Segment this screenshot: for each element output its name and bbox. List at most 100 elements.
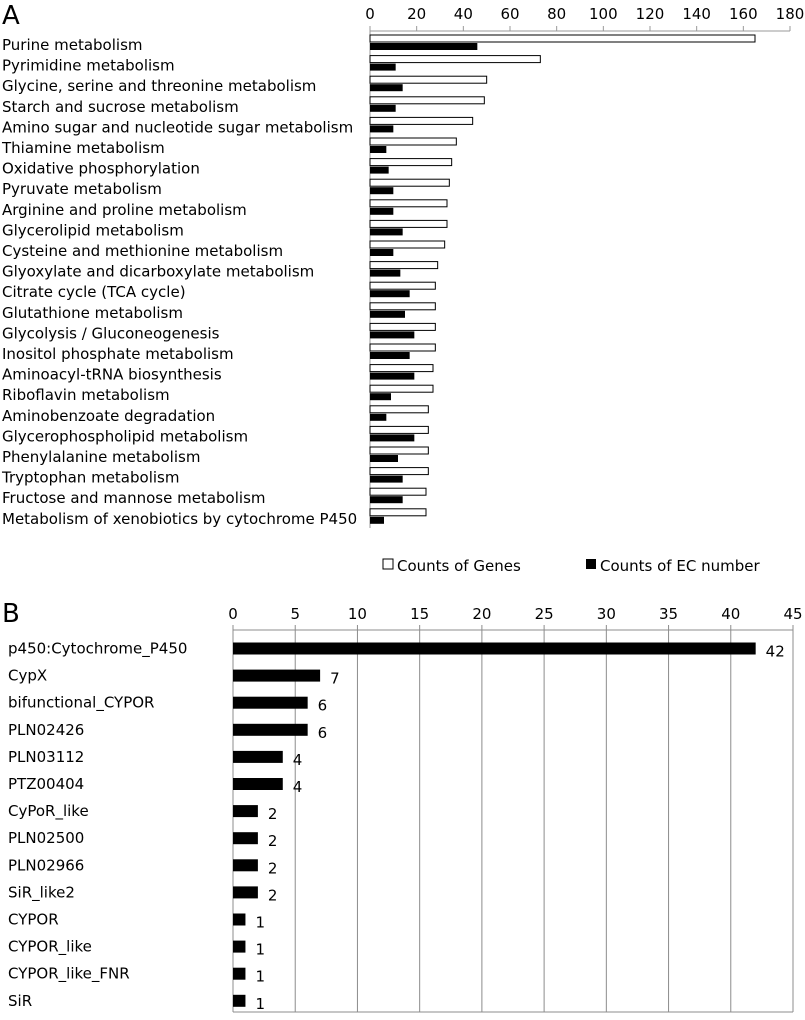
panel-b-tick-label: 5: [290, 605, 300, 623]
panel-a-bar-ec: [370, 496, 403, 504]
panel-b-data-label: 1: [255, 995, 265, 1013]
panel-b-data-label: 2: [268, 832, 278, 850]
panel-b-bar: [233, 778, 283, 790]
panel-a-tick-label: 180: [776, 5, 805, 23]
panel-a-bar-ec: [370, 43, 478, 50]
panel-a-bar-ec: [370, 352, 410, 359]
panel-b-bar: [233, 832, 258, 845]
panel-a-letter: A: [2, 1, 20, 31]
panel-a-bar-genes: [369, 75, 488, 84]
panel-b-bar: [233, 940, 246, 953]
panel-a-bar-ec: [370, 207, 394, 215]
panel-a-category-label: Cysteine and methionine metabolism: [2, 242, 283, 260]
panel-b-category-label: PLN02966: [8, 856, 84, 874]
panel-a-tick-label: 60: [500, 5, 519, 23]
panel-a-category-label: Glycerolipid metabolism: [2, 221, 184, 239]
panel-a-bar-genes: [369, 261, 439, 270]
panel-a-category-label: Glutathione metabolism: [2, 304, 183, 322]
panel-a-bar-genes: [369, 137, 457, 146]
panel-b-bar: [233, 696, 308, 709]
panel-b-bar: [233, 805, 258, 818]
panel-a-tick-label: 80: [547, 5, 566, 23]
panel-b-tick-label: 30: [597, 605, 616, 623]
panel-a-tick-label: 40: [454, 5, 473, 23]
panel-b-category-label: CYPOR: [8, 911, 59, 929]
panel-a-category-label: Tryptophan metabolism: [1, 469, 179, 487]
panel-a-bar-genes: [369, 425, 429, 434]
panel-b-data-label: 7: [330, 670, 340, 688]
panel-a-bar-ec: [370, 84, 403, 92]
panel-b-data-label: 1: [255, 914, 265, 932]
panel-a-bar-ec: [370, 166, 389, 174]
panel-b-letter: B: [2, 599, 20, 629]
panel-a-category-label: Fructose and mannose metabolism: [2, 489, 266, 507]
panel-a-category-label: Inositol phosphate metabolism: [2, 345, 234, 363]
panel-a-chart: 0 20 40 60 80 100 120 140 160 180 Purine metabolis…: [1, 5, 804, 528]
panel-b-category-label: CypX: [8, 667, 47, 685]
panel-b-data-label: 2: [268, 859, 278, 877]
panel-a-bar-genes: [369, 322, 436, 331]
panel-a-bar-ec: [370, 516, 384, 524]
panel-b-category-label: PLN03112: [8, 748, 84, 766]
panel-a-category-label: Purine metabolism: [2, 36, 143, 54]
panel-b-bar: [233, 750, 283, 763]
panel-a-bar-ec: [370, 455, 398, 462]
panel-a-bar-genes: [369, 302, 436, 311]
panel-a-bar-genes: [369, 240, 446, 249]
panel-a-bar-genes: [369, 446, 429, 455]
panel-b-category-label: p450:Cytochrome_P450: [8, 640, 187, 659]
panel-a-bar-genes: [369, 364, 434, 373]
panel-a-category-label: Glycerophospholipid metabolism: [2, 427, 248, 445]
panel-a-bar-ec: [370, 372, 415, 380]
panel-a-category-label: Oxidative phosphorylation: [2, 160, 200, 178]
panel-b-data-label: 42: [766, 643, 785, 661]
panel-a-category-label: Metabolism of xenobiotics by cytochrome …: [2, 510, 357, 528]
panel-b-data-label: 1: [255, 968, 265, 986]
panel-a-bar-ec: [370, 434, 415, 442]
panel-a-bar-genes: [369, 405, 429, 414]
panel-a-category-label: Pyrimidine metabolism: [2, 57, 175, 75]
legend-label-ec: Counts of EC number: [600, 557, 760, 575]
panel-b-bar: [233, 994, 246, 1007]
panel-b-category-label: SiR: [8, 992, 32, 1010]
legend-swatch-genes: [382, 558, 394, 570]
panel-b-data-label: 6: [318, 724, 328, 742]
panel-b-data-label: 4: [293, 751, 303, 769]
panel-a-category-label: Citrate cycle (TCA cycle): [2, 283, 186, 301]
panel-b-data-label: 6: [318, 697, 328, 715]
panel-b-tick-label: 25: [535, 605, 554, 623]
panel-a-category-label: Riboflavin metabolism: [2, 386, 170, 404]
panel-b-data-label: 1: [255, 941, 265, 959]
panel-b-data-label: 2: [268, 805, 278, 823]
panel-a-bar-genes: [369, 487, 427, 496]
panel-a-bar-genes: [369, 34, 756, 43]
legend-swatch-ec: [586, 559, 596, 569]
panel-a-bar-ec: [370, 413, 387, 421]
panel-a-category-label: Glyoxylate and dicarboxylate metabolism: [2, 263, 314, 281]
panel-a-category-label: Aminobenzoate degradation: [2, 407, 215, 425]
panel-a-bar-ec: [370, 104, 396, 112]
panel-a-tick-label: 140: [682, 5, 711, 23]
legend-label-genes: Counts of Genes: [397, 557, 521, 575]
panel-a-bar-ec: [370, 249, 394, 256]
panel-b-category-label: PTZ00404: [8, 775, 84, 793]
panel-a-bar-genes: [369, 158, 453, 167]
panel-b-tick-label: 45: [783, 605, 802, 623]
panel-b-tick-label: 35: [659, 605, 678, 623]
panel-a-category-label: Thiamine metabolism: [1, 139, 165, 157]
panel-a-bar-ec: [370, 393, 391, 401]
panel-b-bar: [233, 967, 246, 980]
panel-a-bar-genes: [369, 281, 436, 290]
panel-a-tick-label: 100: [589, 5, 618, 23]
panel-a-tick-label: 120: [636, 5, 665, 23]
panel-b-category-label: CyPoR_like: [8, 802, 89, 821]
panel-a-bar-genes: [369, 55, 541, 64]
panel-a-category-label: Arginine and proline metabolism: [2, 201, 247, 219]
panel-b-bar: [233, 723, 308, 736]
panel-b-category-label: bifunctional_CYPOR: [8, 694, 154, 713]
panel-a-legend: Counts of Genes Counts of EC number: [382, 557, 760, 575]
panel-a-bar-genes: [369, 508, 427, 517]
panel-a-bar-ec: [370, 63, 396, 71]
panel-a-tick-label: 20: [407, 5, 426, 23]
